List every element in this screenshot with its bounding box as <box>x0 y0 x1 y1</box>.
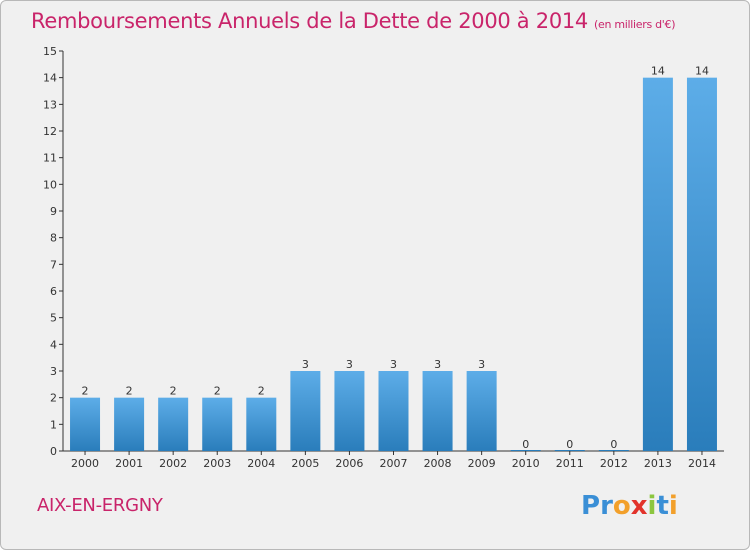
data-label: 0 <box>522 438 529 451</box>
y-tick-label: 11 <box>43 152 57 165</box>
y-tick-label: 4 <box>50 338 57 351</box>
data-label: 2 <box>214 385 221 398</box>
y-tick-label: 10 <box>43 178 57 191</box>
data-label: 2 <box>82 385 89 398</box>
y-tick-label: 1 <box>50 418 57 431</box>
x-tick-label: 2000 <box>71 457 99 470</box>
logo-letter: i <box>668 491 678 521</box>
logo-letter: i <box>647 491 657 521</box>
x-tick-label: 2012 <box>600 457 628 470</box>
data-label: 0 <box>610 438 617 451</box>
logo-letter: P <box>581 491 601 521</box>
x-tick-label: 2011 <box>556 457 584 470</box>
data-label: 2 <box>170 385 177 398</box>
bar <box>422 371 453 451</box>
y-tick-label: 8 <box>50 232 57 245</box>
bar <box>290 371 321 451</box>
x-tick-label: 2007 <box>380 457 408 470</box>
data-label: 3 <box>434 358 441 371</box>
y-tick-label: 0 <box>50 445 57 458</box>
x-tick-label: 2010 <box>512 457 540 470</box>
data-label: 14 <box>695 65 709 78</box>
logo-letter: o <box>612 491 631 521</box>
x-tick-label: 2008 <box>424 457 452 470</box>
data-label: 3 <box>478 358 485 371</box>
chart-title: Remboursements Annuels de la Dette de 20… <box>31 9 675 33</box>
x-tick-label: 2002 <box>159 457 187 470</box>
x-tick-label: 2013 <box>644 457 672 470</box>
chart-title-text: Remboursements Annuels de la Dette de 20… <box>31 9 588 33</box>
bar <box>70 397 101 451</box>
x-tick-label: 2014 <box>688 457 716 470</box>
x-tick-label: 2003 <box>203 457 231 470</box>
y-tick-label: 6 <box>50 285 57 298</box>
data-label: 3 <box>346 358 353 371</box>
logo-letter: t <box>656 491 669 521</box>
logo-letter: r <box>600 491 613 521</box>
bar <box>334 371 365 451</box>
data-label: 14 <box>651 65 665 78</box>
proxiti-logo: Proxiti <box>581 491 678 521</box>
logo-letter: x <box>630 491 648 521</box>
x-tick-label: 2004 <box>247 457 275 470</box>
x-tick-label: 2005 <box>291 457 319 470</box>
bar <box>114 397 145 451</box>
bar <box>246 397 277 451</box>
bar <box>378 371 409 451</box>
data-label: 2 <box>126 385 133 398</box>
x-tick-label: 2006 <box>335 457 363 470</box>
bar <box>466 371 497 451</box>
y-tick-label: 2 <box>50 392 57 405</box>
data-label: 3 <box>390 358 397 371</box>
y-tick-label: 3 <box>50 365 57 378</box>
y-tick-label: 5 <box>50 312 57 325</box>
chart-unit: (en milliers d'€) <box>594 18 676 31</box>
y-tick-label: 9 <box>50 205 57 218</box>
y-tick-label: 12 <box>43 125 57 138</box>
y-tick-label: 7 <box>50 258 57 271</box>
data-label: 0 <box>566 438 573 451</box>
bar <box>158 397 189 451</box>
bar <box>642 77 673 452</box>
data-label: 2 <box>258 385 265 398</box>
y-tick-label: 15 <box>43 45 57 58</box>
bar <box>202 397 233 451</box>
x-tick-label: 2009 <box>468 457 496 470</box>
bar <box>686 77 717 452</box>
commune-name: AIX-EN-ERGNY <box>37 495 163 516</box>
y-tick-label: 13 <box>43 98 57 111</box>
x-tick-label: 2001 <box>115 457 143 470</box>
data-label: 3 <box>302 358 309 371</box>
y-tick-label: 14 <box>43 72 57 85</box>
